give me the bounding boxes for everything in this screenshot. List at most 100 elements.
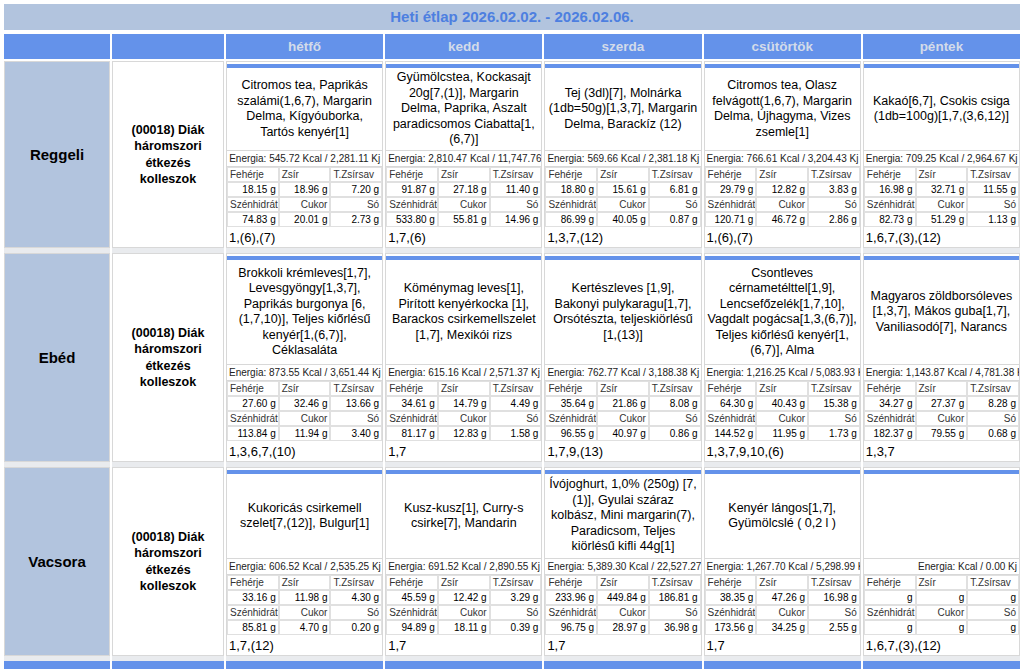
nutrient-label-sugar: Cukor (597, 605, 649, 620)
nutrient-value-salt: 1.58 g (490, 426, 542, 441)
nutrient-value-protein: 34.27 g (864, 396, 916, 411)
day-menu-cell: Citromos tea, Paprikás szalámi(1,6,7), M… (226, 61, 383, 248)
nutrient-value-salt: g (967, 620, 1019, 635)
nutrient-label-carbs: Szénhidrát (545, 197, 597, 212)
energy-line: Energia: 1,143.87 Kcal / 4,781.38 Kj (864, 364, 1019, 381)
nutrient-label-fat: Zsír (438, 381, 490, 396)
energy-line: Energia: 709.25 Kcal / 2,964.67 Kj (864, 150, 1019, 167)
nutrient-label-salt: Só (649, 411, 701, 426)
nutrient-label-sugar: Cukor (756, 197, 808, 212)
nutrient-value-fat: g (916, 590, 968, 605)
nutrient-label-protein: Fehérje (545, 575, 597, 590)
nutrient-label-protein: Fehérje (386, 167, 438, 182)
nutrient-value-sugar: 51.29 g (916, 212, 968, 227)
nutrient-label-salt: Só (649, 605, 701, 620)
nutrient-label-salt: Só (649, 197, 701, 212)
nutrient-value-fat: 32.71 g (916, 182, 968, 197)
nutrient-value-fat: 12.82 g (756, 182, 808, 197)
nutrient-label-sugar: Cukor (597, 197, 649, 212)
nutrient-value-carbs: 182.37 g (864, 426, 916, 441)
nutrient-label-fat: Zsír (756, 575, 808, 590)
day-menu-cell: Citromos tea, Olasz felvágott(1,6,7), Ma… (704, 61, 861, 248)
nutrient-value-fat: 12.42 g (438, 590, 490, 605)
day-menu-cell: Tej (3dl)[7], Molnárka (1db=50g)[1,3,7],… (544, 61, 701, 248)
nutrient-value-satfat: 8.08 g (649, 396, 701, 411)
nutrient-value-sugar: 40.05 g (597, 212, 649, 227)
nutrient-label-protein: Fehérje (386, 381, 438, 396)
nutrient-label-protein: Fehérje (705, 381, 757, 396)
nutrient-label-satfat: T.Zsírsav (330, 575, 382, 590)
menu-items-text: Citromos tea, Olasz felvágott(1,6,7), Ma… (705, 68, 860, 150)
nutrient-value-sugar: 34.25 g (756, 620, 808, 635)
nutrient-table: Fehérje Zsír T.Zsírsav 233.96 g 449.84 g… (545, 575, 700, 635)
nutrient-value-salt: 14.96 g (490, 212, 542, 227)
menu-items-text: Köménymag leves[1], Pirított kenyérkocka… (386, 260, 541, 364)
nutrient-value-protein: 18.80 g (545, 182, 597, 197)
energy-line: Energia: 545.72 Kcal / 2,281.11 Kj (227, 150, 382, 167)
nutrient-value-carbs: 74.83 g (227, 212, 279, 227)
menu-items-text: Citromos tea, Paprikás szalámi(1,6,7), M… (227, 68, 382, 150)
nutrient-value-carbs: 533.80 g (386, 212, 438, 227)
day-header-row: hétfőkeddszerdacsütörtökpéntek (4, 34, 1020, 59)
day-header: hétfő (226, 34, 383, 59)
nutrient-table: Fehérje Zsír T.Zsírsav 18.15 g 18.96 g 7… (227, 167, 382, 227)
nutrient-value-salt: 36.98 g (649, 620, 701, 635)
nutrient-value-sugar: 20.01 g (279, 212, 331, 227)
allergens-text: 1,7 (386, 635, 541, 655)
nutrient-value-sugar: 55.81 g (438, 212, 490, 227)
nutrient-value-fat: 47.26 g (756, 590, 808, 605)
nutrient-label-sugar: Cukor (756, 411, 808, 426)
nutrient-table: Fehérje Zsír T.Zsírsav 27.60 g 32.46 g 1… (227, 381, 382, 441)
allergens-text: 1,7 (705, 635, 860, 655)
day-menu-cell: Kukoricás csirkemell szelet[7,(12)], Bul… (226, 467, 383, 656)
nutrient-value-satfat: 11.40 g (490, 182, 542, 197)
allergens-text: 1,7,(12) (227, 635, 382, 655)
energy-line: Energia: 569.66 Kcal / 2,381.18 Kj (545, 150, 700, 167)
menu-items-text: Kukoricás csirkemell szelet[7,(12)], Bul… (227, 474, 382, 558)
nutrient-value-salt: 0.86 g (649, 426, 701, 441)
nutrient-label-salt: Só (808, 605, 860, 620)
nutrient-label-carbs: Szénhidrát (705, 605, 757, 620)
nutrient-value-protein: 91.87 g (386, 182, 438, 197)
energy-line: Energia: 615.16 Kcal / 2,571.37 Kj (386, 364, 541, 381)
nutrient-label-fat: Zsír (279, 167, 331, 182)
day-menu-cell: Magyaros zöldborsóleves [1,3,7], Mákos g… (863, 253, 1020, 462)
day-header: szerda (544, 34, 701, 59)
allergens-text: 1,3,7,(12) (545, 227, 700, 247)
nutrient-label-carbs: Szénhidrát (545, 411, 597, 426)
nutrient-label-salt: Só (330, 605, 382, 620)
nutrient-value-protein: 233.96 g (545, 590, 597, 605)
bottom-header-bar (4, 661, 1020, 669)
nutrient-value-satfat: 186.81 g (649, 590, 701, 605)
day-header: csütörtök (704, 34, 861, 59)
nutrient-value-satfat: 3.83 g (808, 182, 860, 197)
nutrient-label-sugar: Cukor (916, 411, 968, 426)
nutrient-label-salt: Só (808, 411, 860, 426)
nutrient-value-sugar: 40.97 g (597, 426, 649, 441)
nutrient-label-satfat: T.Zsírsav (649, 381, 701, 396)
nutrient-label-sugar: Cukor (279, 411, 331, 426)
nutrient-table: Fehérje Zsír T.Zsírsav 45.59 g 12.42 g 3… (386, 575, 541, 635)
bottom-bar-cell (385, 661, 542, 669)
bottom-bar-cell (863, 661, 1020, 669)
bottom-bar-cell (112, 661, 224, 669)
nutrient-value-fat: 27.37 g (916, 396, 968, 411)
nutrient-label-salt: Só (490, 411, 542, 426)
nutrient-label-sugar: Cukor (438, 197, 490, 212)
nutrient-label-satfat: T.Zsírsav (808, 381, 860, 396)
nutrient-value-carbs: 81.17 g (386, 426, 438, 441)
nutrient-value-sugar: 11.95 g (756, 426, 808, 441)
nutrient-value-salt: 2.86 g (808, 212, 860, 227)
day-header-spacer (112, 34, 224, 59)
nutrient-value-protein: 27.60 g (227, 396, 279, 411)
day-menu-cell: Kertészleves [1,9], Bakonyi pulykaragu[1… (544, 253, 701, 462)
nutrient-label-satfat: T.Zsírsav (649, 167, 701, 182)
nutrient-value-satfat: g (967, 590, 1019, 605)
menu-items-text: Tej (3dl)[7], Molnárka (1db=50g)[1,3,7],… (545, 68, 700, 150)
energy-line: Energia: 766.61 Kcal / 3,204.43 Kj (705, 150, 860, 167)
nutrient-label-fat: Zsír (916, 575, 968, 590)
nutrient-label-salt: Só (490, 197, 542, 212)
meal-plan: (00018) Diák háromszori étkezés kolleszo… (112, 467, 224, 656)
nutrient-label-carbs: Szénhidrát (545, 605, 597, 620)
nutrient-value-sugar: 46.72 g (756, 212, 808, 227)
